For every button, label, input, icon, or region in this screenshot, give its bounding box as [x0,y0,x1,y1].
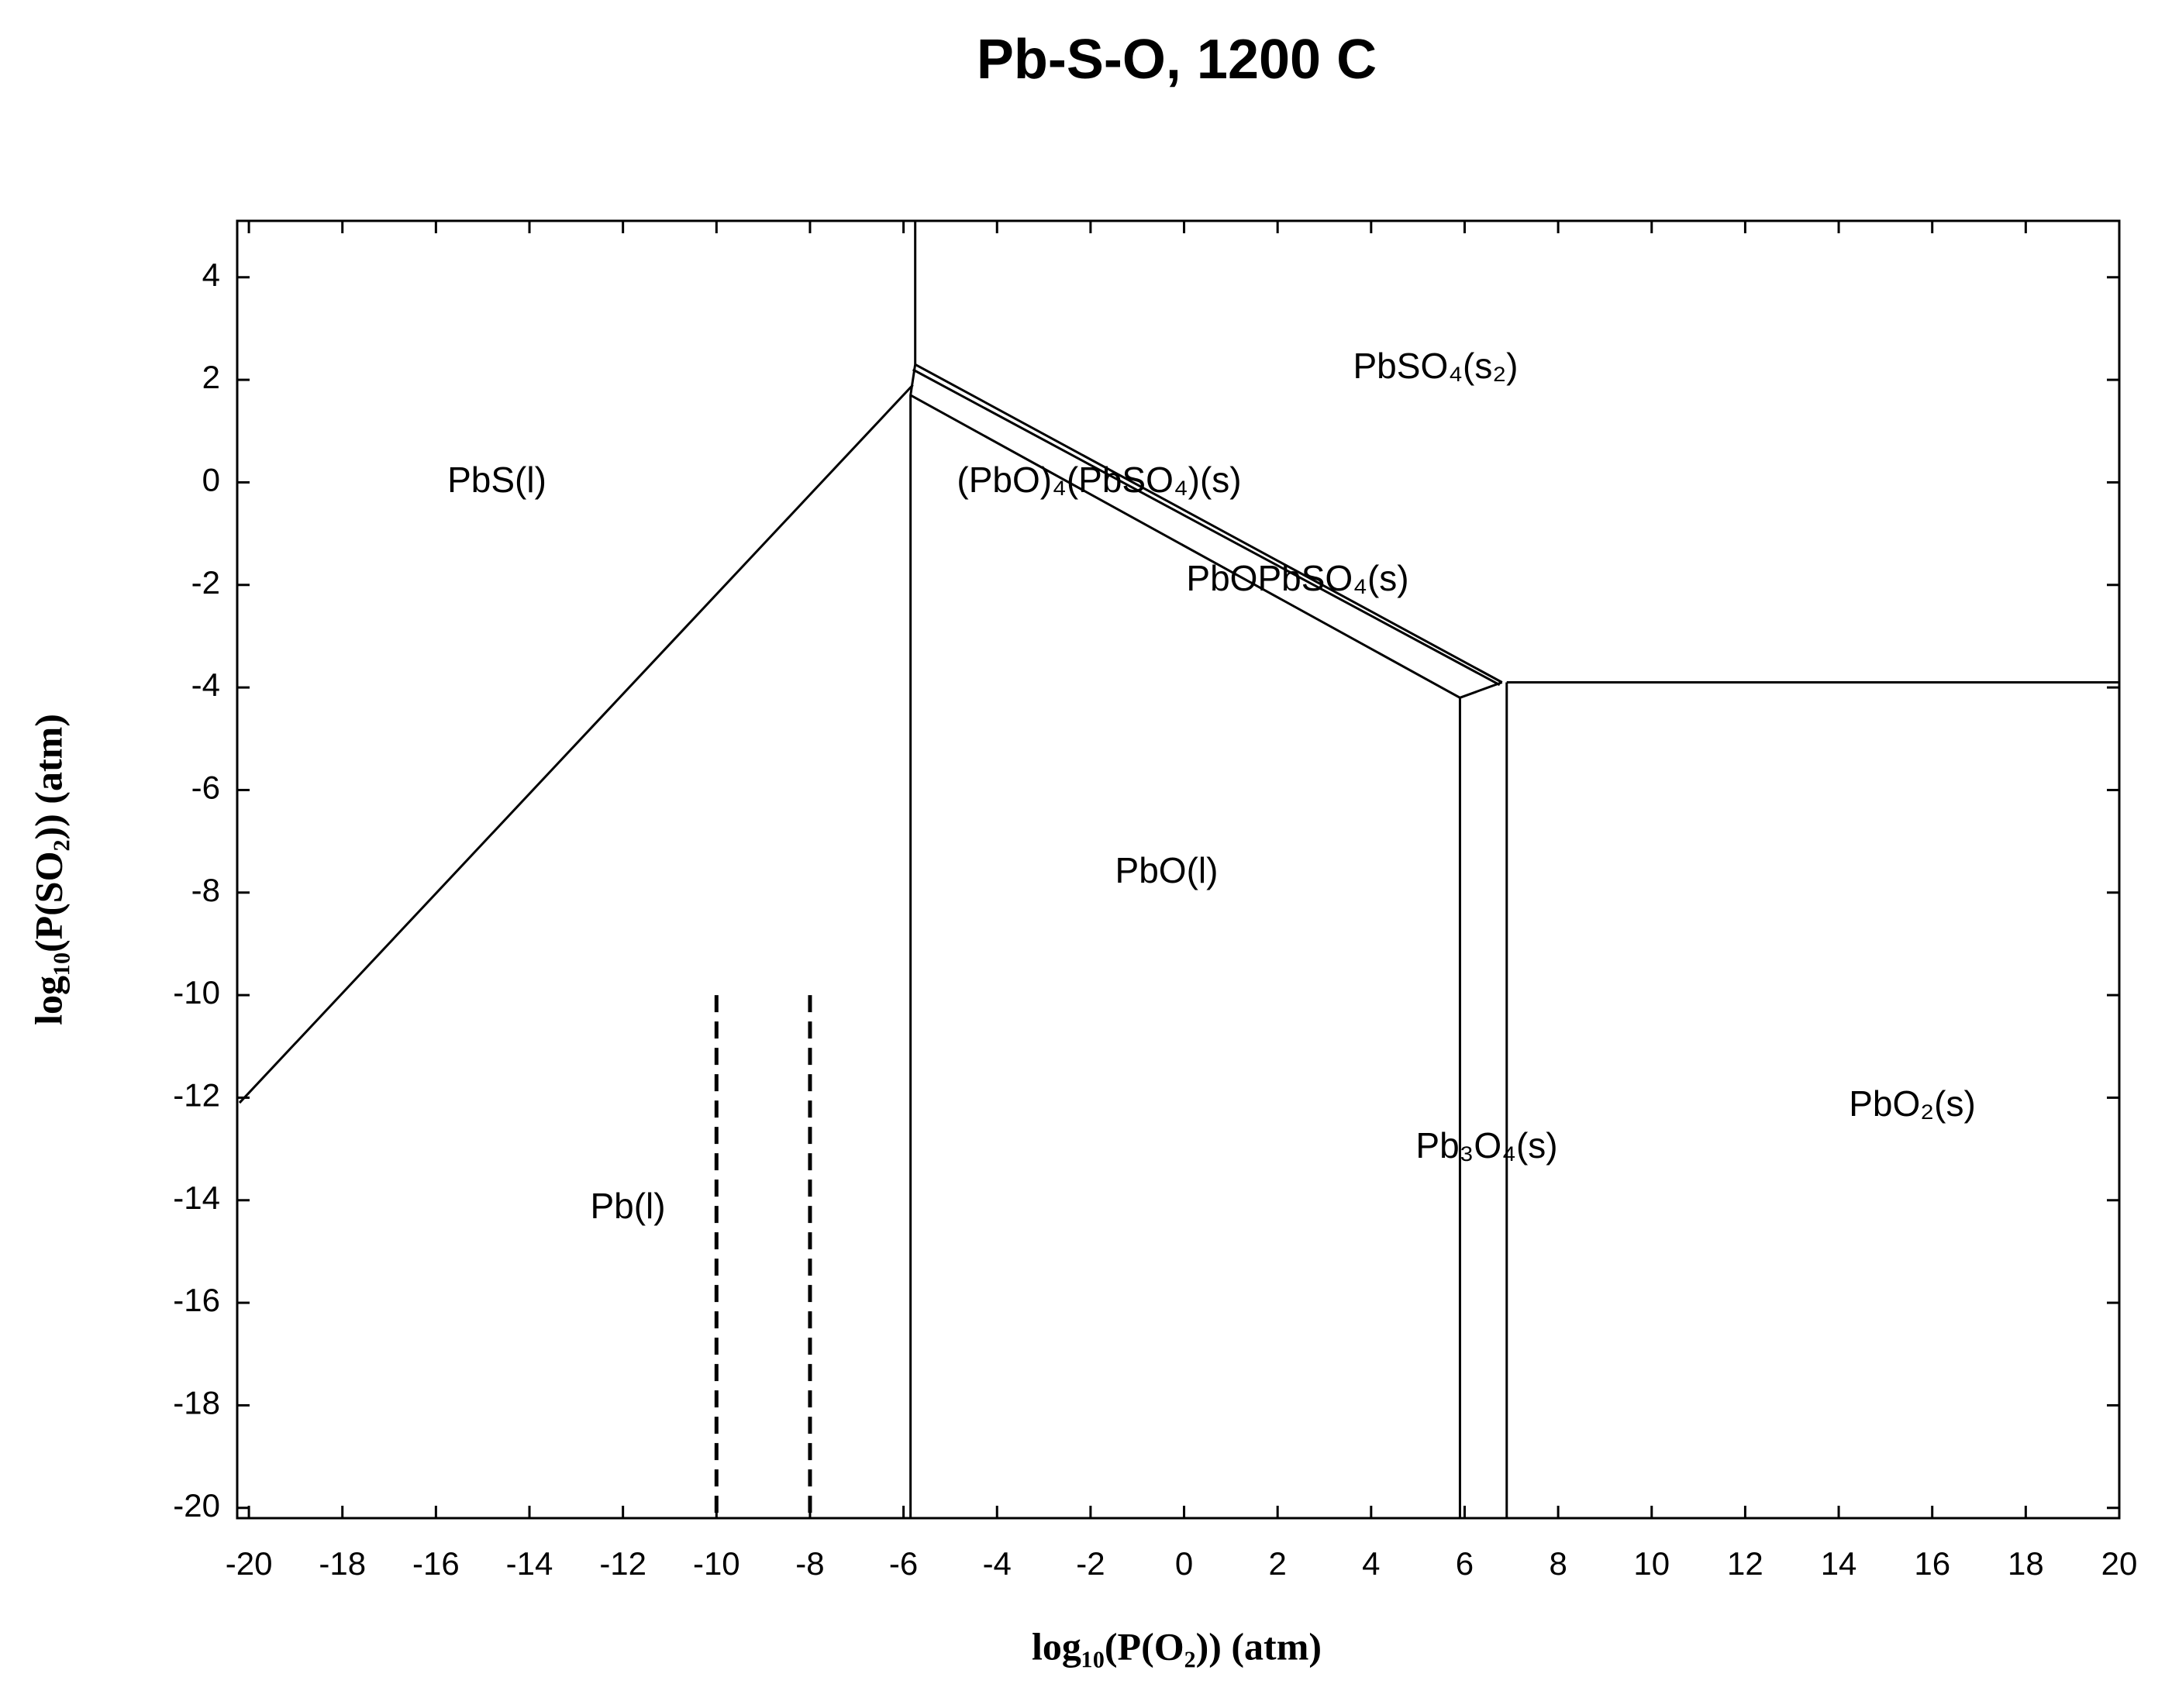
x-tick-label: 4 [1362,1545,1380,1582]
phase-boundary [909,364,917,1518]
x-tick-label: -8 [795,1545,824,1582]
x-tick-label: 12 [1727,1545,1763,1582]
y-tick-label: -8 [191,872,220,908]
y-tick-label: -18 [173,1385,220,1421]
x-tick-label: 14 [1821,1545,1857,1582]
x-tick-label: 0 [1175,1545,1193,1582]
x-tick-label: -18 [319,1545,366,1582]
phase-boundary [914,363,1503,684]
chart-title: Pb-S-O, 1200 C [977,29,1377,91]
region-label: Pb(l) [590,1186,665,1226]
y-axis-label: log₁₀(P(SO₂)) (atm) [26,714,70,1025]
y-tick-label: -20 [173,1487,220,1524]
x-tick-label: -10 [693,1545,740,1582]
y-tick-label: 0 [202,462,220,498]
region-label: PbS(l) [447,460,546,500]
x-tick-label: -4 [983,1545,1012,1582]
y-tick-label: -12 [173,1077,220,1114]
phase-boundary [912,368,1501,687]
x-tick-label: 6 [1456,1545,1474,1582]
x-tick-label: 16 [1914,1545,1950,1582]
y-tick-label: -4 [191,666,220,703]
x-tick-label: 20 [2101,1545,2138,1582]
x-tick-label: -20 [226,1545,273,1582]
x-tick-label: 18 [2008,1545,2044,1582]
y-tick-label: -10 [173,974,220,1011]
x-axis-label: log₁₀(P(O₂)) (atm) [1032,1624,1322,1668]
y-tick-label: -6 [191,770,220,806]
region-label: PbO(l) [1115,850,1219,890]
x-tick-label: -16 [412,1545,460,1582]
x-tick-label: -14 [506,1545,553,1582]
region-label: PbSO₄(s₂) [1353,346,1519,386]
x-tick-label: 10 [1633,1545,1670,1582]
y-tick-label: 2 [202,359,220,395]
y-tick-label: -14 [173,1179,220,1216]
region-label: PbO₂(s) [1849,1083,1976,1124]
plot-frame [236,219,2121,1520]
phase-boundary [909,394,1503,699]
region-label: Pb₃O₄(s) [1415,1125,1557,1166]
x-tick-label: -2 [1076,1545,1105,1582]
x-tick-label: 8 [1549,1545,1567,1582]
phase-boundary [238,384,914,1104]
region-label: (PbO)₄(PbSO₄)(s) [957,460,1241,500]
x-tick-label: 2 [1269,1545,1287,1582]
y-tick-label: -16 [173,1282,220,1318]
y-tick-label: 4 [202,257,220,293]
y-tick-label: -2 [191,564,220,601]
x-tick-label: -6 [889,1545,918,1582]
region-label: PbOPbSO₄(s) [1186,558,1408,598]
x-tick-label: -12 [599,1545,646,1582]
